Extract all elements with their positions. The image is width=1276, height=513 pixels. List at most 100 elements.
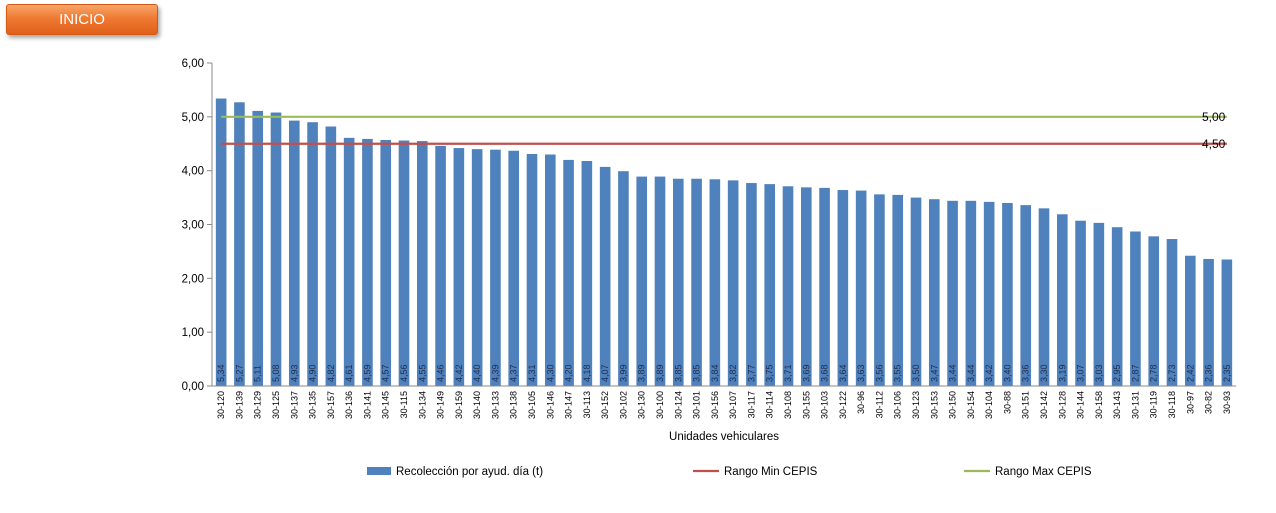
bar [435, 145, 446, 386]
bar [1020, 205, 1032, 386]
x-tick-label: 30-117 [746, 391, 756, 418]
x-tick-label: 30-142 [1039, 391, 1049, 419]
x-tick-label: 30-152 [600, 391, 610, 419]
x-tick-label: 30-157 [326, 391, 336, 419]
x-tick-label: 30-119 [1149, 391, 1159, 418]
bar [215, 98, 227, 386]
bar-value-label: 4,59 [362, 364, 372, 382]
x-axis: 30-120 30-139 30-129 30-125 30-137 30-135 30-1… [212, 385, 1236, 419]
bar [1166, 239, 1178, 386]
bars: 5,34 5,27 5,11 5,08 4,93 4,90 4,82 4,61 4,59 4,57… [215, 98, 1233, 387]
x-tick-label: 30-150 [948, 391, 958, 419]
x-tick-label: 30-145 [381, 391, 391, 419]
bar-value-label: 4,31 [527, 364, 537, 382]
bar [362, 138, 373, 386]
bar-value-label: 3,63 [856, 364, 866, 382]
y-tick-label: 6,00 [182, 58, 204, 70]
bar-value-label: 5,34 [216, 364, 226, 382]
bar-value-label: 4,90 [308, 364, 318, 382]
x-tick-label: 30-122 [838, 391, 848, 419]
bar [672, 178, 684, 386]
x-tick-label: 30-137 [289, 391, 299, 419]
bar [764, 184, 776, 386]
bar-value-label: 3,77 [746, 364, 756, 382]
x-tick-label: 30-103 [820, 391, 830, 419]
bar-value-label: 3,36 [1021, 364, 1031, 382]
x-tick-label: 30-133 [490, 391, 500, 419]
x-tick-label: 30-123 [911, 391, 921, 419]
bar [1075, 220, 1086, 386]
legend-label: Rango Min CEPIS [724, 466, 818, 478]
y-tick-label: 2,00 [182, 273, 204, 285]
bar [855, 190, 867, 386]
bar [270, 112, 282, 386]
bar-value-label: 3,47 [929, 364, 939, 382]
y-tick-label: 5,00 [182, 112, 204, 124]
bar-value-label: 4,42 [454, 364, 464, 382]
x-tick-label: 30-115 [399, 391, 409, 418]
bar [234, 102, 245, 386]
x-tick-label: 30-156 [710, 391, 720, 419]
bar-value-label: 4,61 [344, 364, 354, 382]
bar-value-label: 3,99 [618, 364, 628, 382]
x-tick-label: 30-149 [436, 391, 446, 419]
y-tick-label: 0,00 [182, 381, 204, 393]
bar-value-label: 3,03 [1094, 364, 1104, 382]
bar [782, 186, 794, 386]
legend-label: Rango Max CEPIS [995, 466, 1092, 478]
bar-value-label: 4,56 [399, 364, 409, 382]
bar [727, 180, 739, 386]
bar-value-label: 3,75 [765, 364, 775, 382]
inicio-button[interactable]: INICIO [6, 4, 158, 35]
legend: Recolección por ayud. día (t) Rango Min C… [367, 466, 1092, 478]
bar [892, 194, 904, 386]
bar [746, 183, 757, 386]
bar [691, 178, 702, 386]
bar [325, 126, 337, 387]
bar-value-label: 3,56 [874, 364, 884, 382]
bar-value-label: 3,89 [637, 364, 647, 382]
bar-value-label: 4,39 [490, 364, 500, 382]
bar-value-label: 5,11 [253, 365, 263, 382]
x-tick-label: 30-147 [564, 391, 574, 419]
x-tick-label: 30-155 [801, 391, 811, 419]
x-tick-label: 30-112 [874, 391, 884, 418]
x-tick-label: 30-93 [1222, 391, 1232, 414]
bar-value-label: 4,57 [381, 364, 391, 382]
x-tick-label: 30-158 [1094, 391, 1104, 419]
bar-value-label: 3,50 [911, 364, 921, 382]
x-tick-label: 30-134 [417, 391, 427, 419]
bar [1203, 258, 1214, 386]
y-tick-label: 1,00 [182, 327, 204, 339]
x-tick-label: 30-105 [527, 391, 537, 419]
x-tick-label: 30-108 [783, 391, 793, 419]
bar-value-label: 3,55 [893, 364, 903, 382]
x-tick-label: 30-118 [1167, 391, 1177, 418]
x-tick-label: 30-129 [253, 391, 263, 419]
bar [1002, 202, 1013, 386]
bar-value-label: 3,89 [655, 364, 665, 382]
x-tick-label: 30-101 [692, 391, 702, 419]
x-tick-label: 30-136 [344, 391, 354, 419]
x-tick-label: 30-131 [1130, 391, 1140, 419]
x-tick-label: 30-82 [1204, 391, 1214, 414]
bar [910, 197, 922, 386]
bar-value-label: 4,55 [417, 364, 427, 382]
bar [453, 148, 465, 386]
bar-value-label: 4,93 [289, 364, 299, 382]
bar [1184, 255, 1196, 386]
bar-value-label: 3,44 [966, 364, 976, 382]
bar [563, 159, 574, 386]
bar [1148, 236, 1160, 386]
bar [947, 200, 958, 386]
x-tick-label: 30-107 [728, 391, 738, 419]
bar [819, 187, 830, 386]
x-tick-label: 30-139 [234, 391, 244, 419]
bar-value-label: 3,19 [1057, 364, 1067, 382]
reference-line-label: 4,50 [1202, 137, 1226, 151]
x-tick-label: 30-154 [966, 391, 976, 419]
bar-value-label: 3,64 [838, 364, 848, 382]
bar [874, 194, 885, 386]
bar [1038, 208, 1050, 386]
bar [1221, 259, 1233, 386]
